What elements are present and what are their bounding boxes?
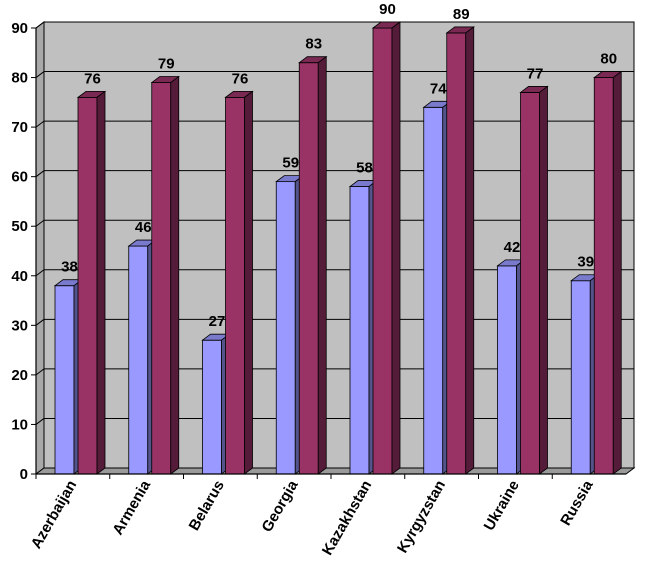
bar xyxy=(349,186,370,475)
gridline-side xyxy=(35,71,45,78)
bar xyxy=(446,32,467,475)
data-label: 90 xyxy=(379,1,396,18)
data-label: 89 xyxy=(453,6,470,23)
bar-side xyxy=(391,21,401,475)
gridline-side xyxy=(35,318,45,326)
x-tick-label: Georgia xyxy=(259,477,302,535)
data-label: 79 xyxy=(158,56,175,73)
x-tick-label: Ukraine xyxy=(481,478,523,534)
y-tick-label: 50 xyxy=(11,218,28,235)
y-axis: 0 10 20 30 40 50 60 70 80 90 xyxy=(11,20,37,483)
y-tick-label: 40 xyxy=(11,268,28,285)
bar xyxy=(128,245,149,475)
data-label: 83 xyxy=(305,36,322,53)
data-label: 27 xyxy=(209,313,226,330)
bar-side xyxy=(244,90,253,475)
gridline-side xyxy=(35,120,45,128)
bar-side xyxy=(465,26,475,475)
bar xyxy=(497,265,517,475)
gridline-side xyxy=(35,219,45,227)
bar-side xyxy=(96,90,106,475)
bar xyxy=(54,285,75,475)
bar xyxy=(77,96,98,475)
x-axis: Azerbaijan Armenia Belarus Georgia Kazakhsta… xyxy=(28,473,626,559)
side-wall xyxy=(35,21,45,475)
data-label: 58 xyxy=(356,160,373,177)
data-label: 59 xyxy=(282,155,299,172)
bar-side xyxy=(612,70,622,475)
y-tick-label: 70 xyxy=(11,119,28,136)
data-label: 74 xyxy=(430,80,447,97)
data-label: 39 xyxy=(577,254,594,271)
y-tick-label: 30 xyxy=(11,317,28,334)
bar-side xyxy=(170,75,180,475)
bar xyxy=(202,339,222,475)
y-tick-label: 0 xyxy=(20,466,28,483)
y-tick-label: 80 xyxy=(11,70,28,87)
bar xyxy=(372,27,393,475)
y-tick-label: 10 xyxy=(11,416,28,433)
y-tick-label: 60 xyxy=(11,169,28,186)
x-tick-label: Kazakhstan xyxy=(319,478,375,559)
x-tick-label: Belarus xyxy=(186,478,228,534)
data-label: 77 xyxy=(527,65,544,82)
data-label: 76 xyxy=(232,70,249,87)
bar-side xyxy=(539,85,548,475)
gridline-side xyxy=(35,368,45,376)
data-label: 42 xyxy=(504,239,521,256)
gridline-side xyxy=(35,21,45,29)
data-label: 76 xyxy=(84,70,101,87)
data-labels: 38 76 46 79 27 76 59 83 58 90 74 89 42 77 39 80 xyxy=(61,1,617,330)
bar xyxy=(151,82,172,475)
bars xyxy=(53,21,623,475)
x-tick-label: Armenia xyxy=(109,477,154,538)
x-tick-label: Kyrgyzstan xyxy=(394,478,449,557)
bar xyxy=(593,77,614,475)
bar xyxy=(298,62,319,475)
gridline-side xyxy=(35,269,45,277)
data-label: 80 xyxy=(600,51,617,68)
bar xyxy=(570,280,591,475)
y-tick-label: 20 xyxy=(11,367,28,384)
x-tick-label: Russia xyxy=(557,477,597,529)
gridline-side xyxy=(35,418,45,425)
gridline-side xyxy=(35,170,45,178)
data-label: 38 xyxy=(61,259,78,276)
bar xyxy=(520,92,540,475)
bar-side xyxy=(317,55,327,475)
bar xyxy=(423,106,444,475)
data-label: 46 xyxy=(135,219,152,236)
y-tick-label: 90 xyxy=(11,20,28,37)
bar xyxy=(275,181,296,475)
x-tick-label: Azerbaijan xyxy=(28,478,81,552)
bar xyxy=(225,96,245,475)
